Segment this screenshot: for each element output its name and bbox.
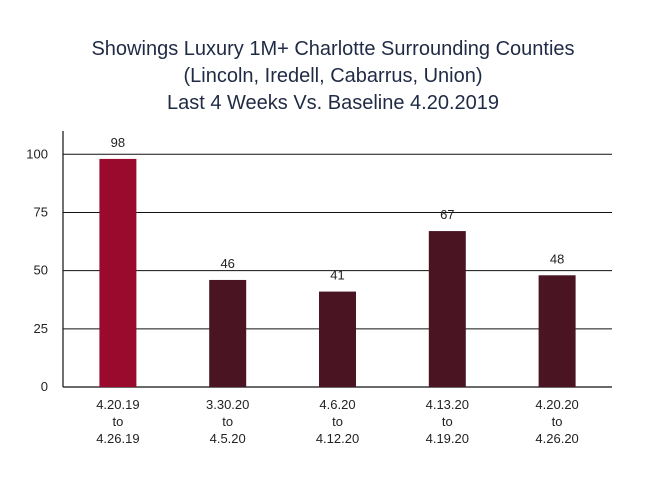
x-tick-label-3-line-2: to <box>332 414 343 429</box>
x-tick-label-2-line-2: to <box>222 414 233 429</box>
x-tick-label-2-line-1: 3.30.20 <box>206 397 249 412</box>
bar-1 <box>99 158 137 387</box>
bar-5 <box>538 275 576 387</box>
x-tick-label-2-line-3: 4.5.20 <box>210 431 246 446</box>
x-tick-label-4-line-1: 4.13.20 <box>426 397 469 412</box>
title-line-1: Showings Luxury 1M+ Charlotte Surroundin… <box>91 38 575 60</box>
x-tick-label-1-line-2: to <box>112 414 123 429</box>
y-tick-label-25: 25 <box>34 321 48 336</box>
chart-title: Showings Luxury 1M+ Charlotte Surroundin… <box>0 36 666 117</box>
data-label-4: 67 <box>440 207 454 222</box>
bar-3 <box>319 291 356 387</box>
x-tick-label-4-line-2: to <box>442 414 453 429</box>
data-label-3: 41 <box>330 268 344 283</box>
title-line-2: (Lincoln, Iredell, Cabarrus, Union) <box>183 65 483 87</box>
data-label-5: 48 <box>550 251 564 266</box>
x-tick-label-5-line-3: 4.26.20 <box>535 431 578 446</box>
y-tick-label-75: 75 <box>34 204 48 219</box>
title-line-3: Last 4 Weeks Vs. Baseline 4.20.2019 <box>166 92 500 114</box>
x-tick-label-4-line-3: 4.19.20 <box>426 431 469 446</box>
bar-4 <box>428 231 466 387</box>
x-tick-label-1-line-1: 4.20.19 <box>96 397 139 412</box>
x-tick-label-3-line-1: 4.6.20 <box>319 397 355 412</box>
x-tick-label-3-line-3: 4.12.20 <box>316 431 359 446</box>
y-tick-label-0: 0 <box>41 379 48 394</box>
data-label-1: 98 <box>111 135 125 150</box>
y-tick-label-100: 100 <box>26 146 48 161</box>
data-label-2: 46 <box>220 256 234 271</box>
x-tick-label-5-line-2: to <box>552 414 563 429</box>
x-tick-label-5-line-1: 4.20.20 <box>535 397 578 412</box>
x-tick-label-1-line-3: 4.26.19 <box>96 431 139 446</box>
bar-2 <box>209 279 247 387</box>
y-tick-label-50: 50 <box>34 263 48 278</box>
